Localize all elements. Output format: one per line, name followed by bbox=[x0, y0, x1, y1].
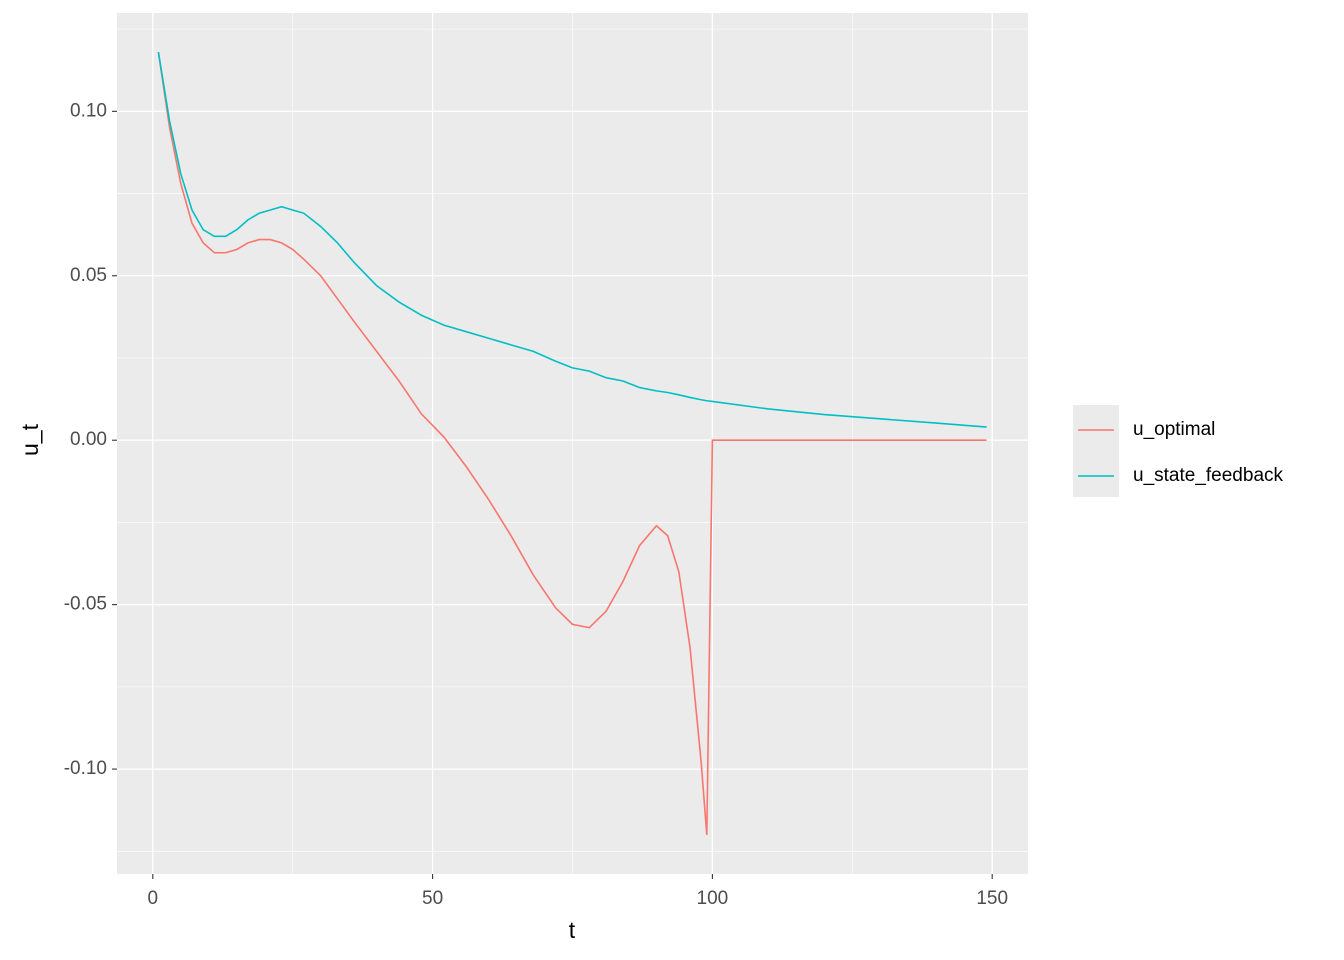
legend-label: u_state_feedback bbox=[1133, 465, 1284, 486]
y-tick-label: 0.00 bbox=[70, 429, 107, 450]
y-tick-label: -0.10 bbox=[64, 758, 107, 779]
legend-label: u_optimal bbox=[1133, 419, 1215, 440]
x-tick-label: 0 bbox=[148, 888, 159, 909]
x-axis-title: t bbox=[569, 917, 576, 943]
y-axis-title: u_t bbox=[17, 423, 43, 456]
y-tick-label: 0.10 bbox=[70, 100, 107, 121]
x-tick-label: 100 bbox=[697, 888, 729, 909]
y-tick-label: 0.05 bbox=[70, 265, 107, 286]
x-tick-label: 150 bbox=[976, 888, 1008, 909]
line bbox=[157, 52, 987, 835]
line bbox=[157, 52, 987, 428]
x-tick-label: 50 bbox=[422, 888, 443, 909]
legend-key-bg bbox=[1073, 405, 1119, 497]
y-tick-label: -0.05 bbox=[64, 594, 107, 615]
